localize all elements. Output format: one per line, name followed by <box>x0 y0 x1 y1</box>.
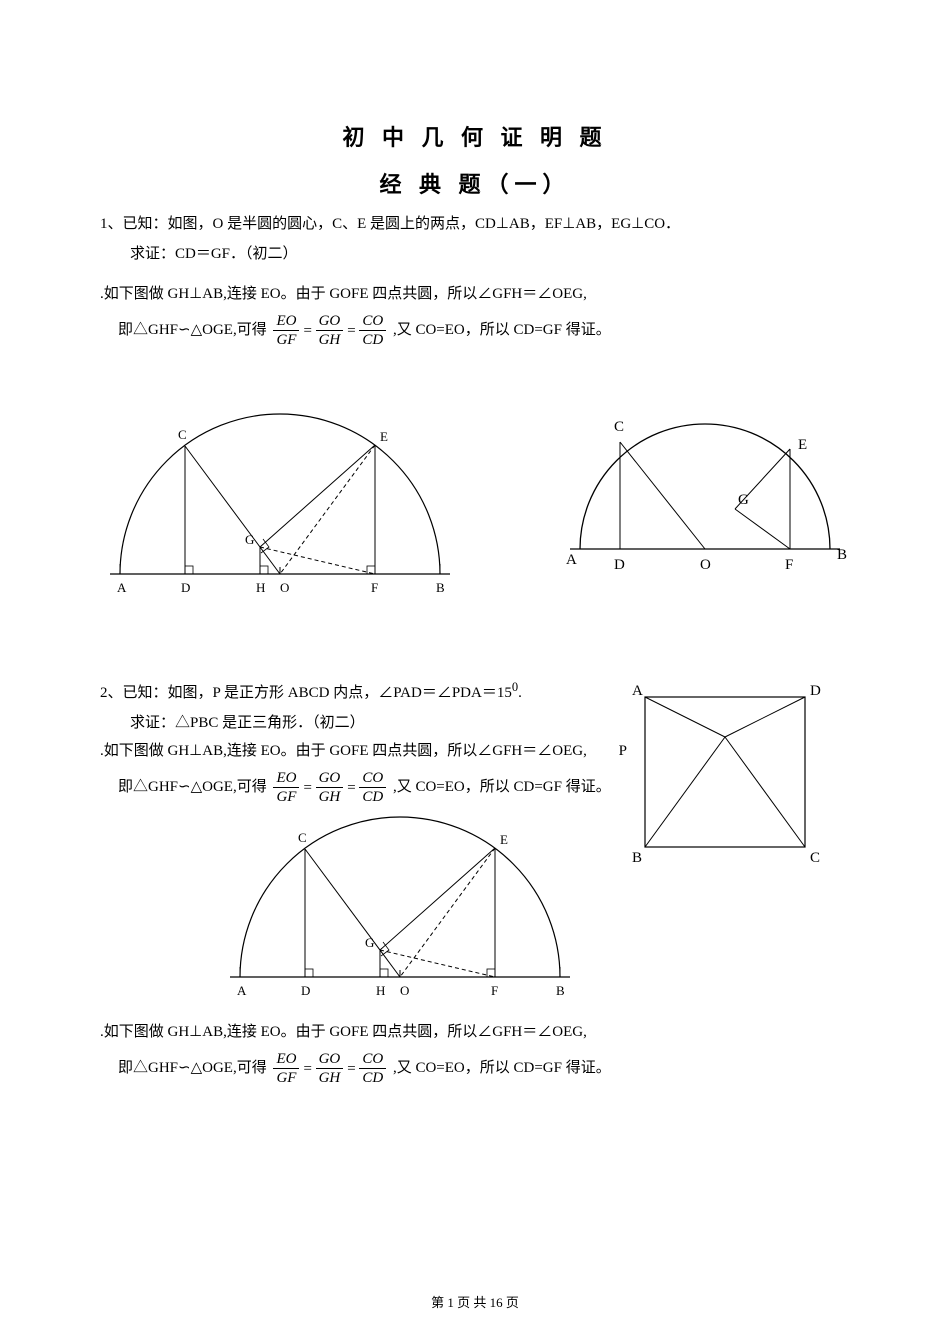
svg-text:O: O <box>400 983 409 998</box>
svg-text:A: A <box>632 683 643 699</box>
proof-3-line-1: .如下图做 GH⊥AB,连接 EO。由于 GOFE 四点共圆，所以∠GFH＝∠O… <box>100 1020 850 1044</box>
svg-text:C: C <box>614 419 624 435</box>
svg-text:B: B <box>837 547 847 563</box>
svg-text:O: O <box>280 580 289 595</box>
proof-1-line-1: .如下图做 GH⊥AB,连接 EO。由于 GOFE 四点共圆，所以∠GFH＝∠O… <box>100 282 850 306</box>
main-title: 初 中 几 何 证 明 题 <box>100 120 850 155</box>
svg-text:D: D <box>810 683 821 699</box>
proof-2-formula: EOGF = GOGH = COCD <box>270 769 389 806</box>
svg-text:C: C <box>810 850 820 866</box>
svg-text:F: F <box>371 580 378 595</box>
svg-text:F: F <box>785 557 793 573</box>
svg-text:E: E <box>380 429 388 444</box>
proof-1-formula: EOGF = GOGH = COCD <box>270 312 389 349</box>
svg-text:A: A <box>237 983 247 998</box>
figures-row-1: A D H O F B C E G A D O <box>100 399 850 617</box>
svg-text:B: B <box>556 983 565 998</box>
svg-text:B: B <box>436 580 445 595</box>
svg-text:A: A <box>566 552 577 568</box>
svg-text:O: O <box>700 557 711 573</box>
svg-text:G: G <box>365 935 374 950</box>
subtitle: 经 典 题（一） <box>100 167 850 202</box>
svg-text:C: C <box>178 427 187 442</box>
proof-1-prefix: 即△GHF∽△OGE,可得 <box>118 322 267 338</box>
figure-1: A D H O F B C E G <box>100 399 460 617</box>
problem-2-block: A D B C 2、已知：如图，P 是正方形 ABCD 内点，∠PAD＝∠PDA… <box>100 677 850 1087</box>
svg-text:B: B <box>632 850 642 866</box>
svg-text:E: E <box>500 832 508 847</box>
label-p-overlap: P <box>619 743 627 759</box>
svg-text:E: E <box>798 437 807 453</box>
svg-text:G: G <box>245 532 254 547</box>
problem-1-line-1: 1、已知：如图，O 是半圆的圆心，C、E 是圆上的两点，CD⊥AB，EF⊥AB，… <box>100 212 850 236</box>
page-footer: 第 1 页 共 16 页 <box>0 1293 950 1314</box>
proof-3-formula: EOGF = GOGH = COCD <box>270 1050 389 1087</box>
svg-text:H: H <box>376 983 385 998</box>
svg-text:A: A <box>117 580 127 595</box>
figure-2: A D O F B C E G <box>560 399 850 587</box>
svg-text:G: G <box>738 492 749 508</box>
svg-text:D: D <box>301 983 310 998</box>
svg-text:H: H <box>256 580 265 595</box>
svg-text:D: D <box>614 557 625 573</box>
problem-1-line-2: 求证：CD＝GF．（初二） <box>100 242 850 266</box>
proof-1-line-2: 即△GHF∽△OGE,可得 EOGF = GOGH = COCD ,又 CO=E… <box>100 312 850 349</box>
figure-square: A D B C <box>620 677 830 875</box>
svg-text:D: D <box>181 580 190 595</box>
svg-text:F: F <box>491 983 498 998</box>
proof-1-suffix: ,又 CO=EO，所以 CD=GF 得证。 <box>393 322 611 338</box>
proof-3-line-2: 即△GHF∽△OGE,可得 EOGF = GOGH = COCD ,又 CO=E… <box>100 1050 850 1087</box>
svg-text:C: C <box>298 830 307 845</box>
